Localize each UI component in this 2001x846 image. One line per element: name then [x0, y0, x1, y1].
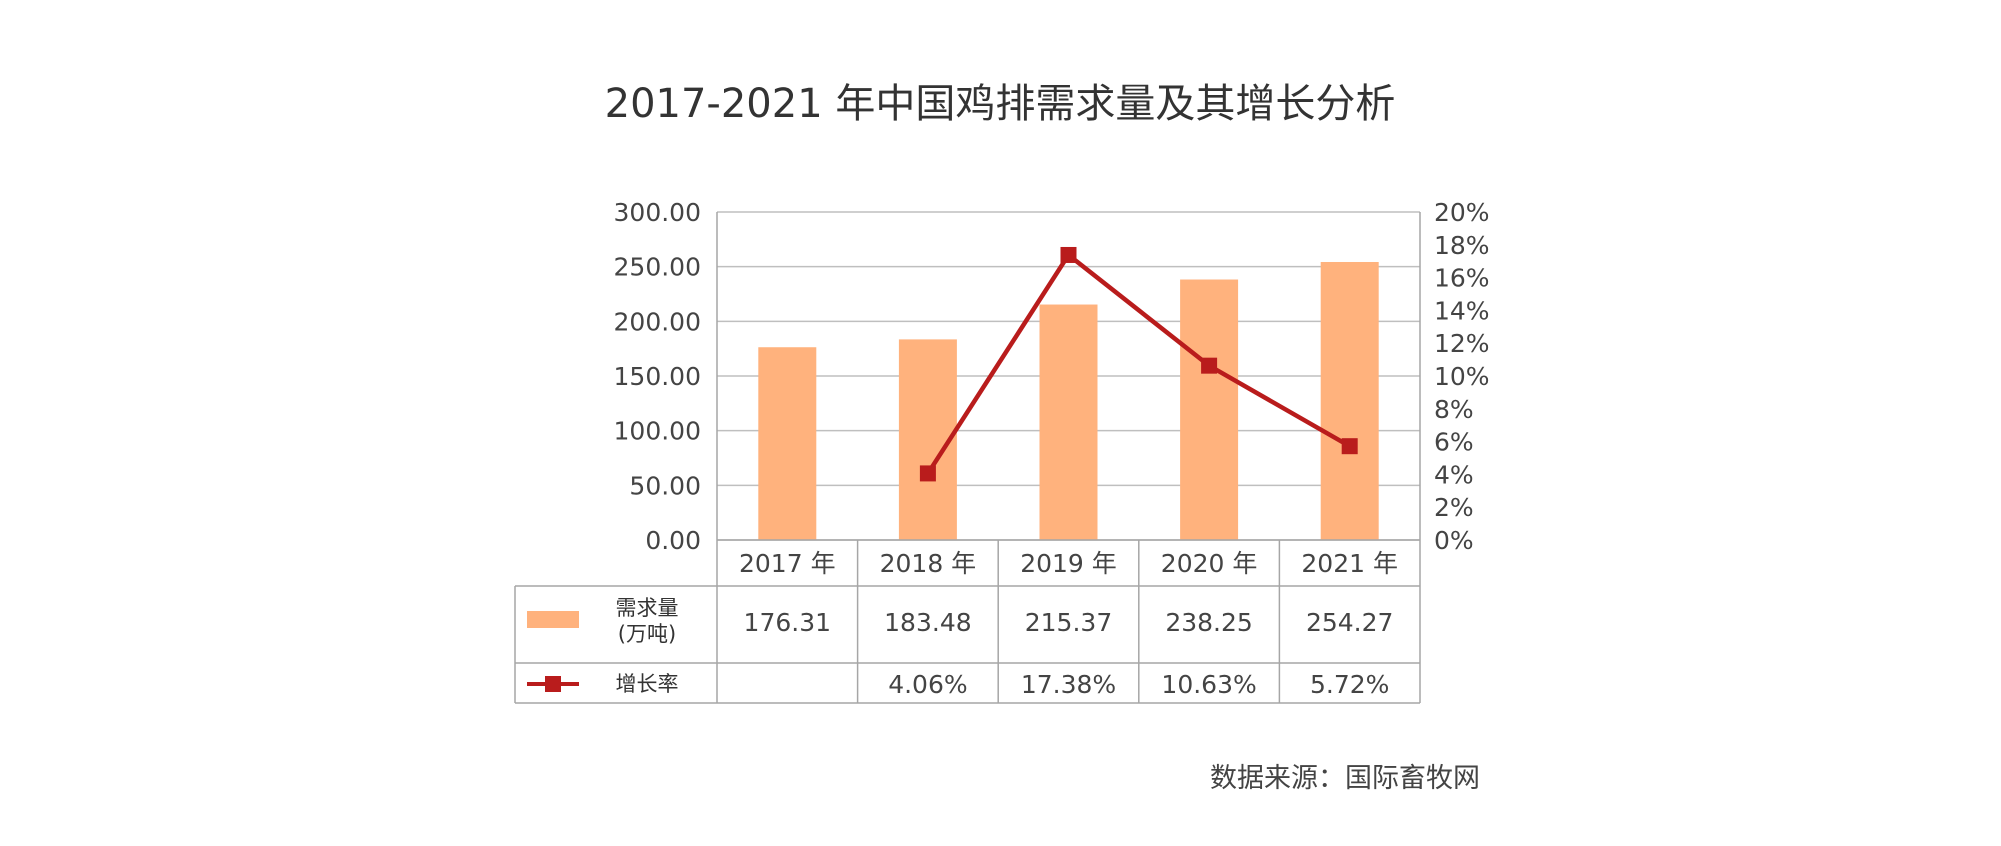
data-label: 17.38% — [1021, 670, 1116, 699]
axes: 0.00 50.00 100.00 150.00 200.00 250.00 300.00 0… — [614, 198, 1490, 555]
data-label: 215.37 — [1025, 608, 1112, 637]
data-label: 254.27 — [1306, 608, 1393, 637]
data-label: 238.25 — [1165, 608, 1252, 637]
y-left-tick-label: 150.00 — [614, 362, 701, 391]
source-note: 数据来源：国际畜牧网 — [1210, 763, 1480, 794]
data-label: 4.06% — [888, 670, 967, 699]
y-left-tick-label: 50.00 — [629, 471, 701, 500]
chart-title: 2017-2021 年中国鸡排需求量及其增长分析 — [605, 81, 1396, 127]
line-marker — [1060, 246, 1077, 263]
y-right-tick-label: 14% — [1434, 296, 1490, 325]
y-left-tick-label: 200.00 — [614, 307, 701, 336]
data-label: 183.48 — [884, 608, 971, 637]
data-label: 10.63% — [1161, 670, 1256, 699]
growth-line — [919, 246, 1358, 482]
legend-swatch-bar — [527, 611, 579, 628]
legend-swatch-marker — [545, 676, 561, 692]
data-label: 176.31 — [744, 608, 831, 637]
y-left-tick-label: 300.00 — [614, 198, 701, 227]
x-tick-label: 2020 年 — [1161, 549, 1258, 578]
y-left-tick-label: 100.00 — [614, 417, 701, 446]
legend-label-bar: 需求量(万吨) — [616, 596, 679, 646]
bars — [758, 261, 1379, 540]
line-marker — [1341, 438, 1358, 455]
y-right-tick-label: 6% — [1434, 428, 1474, 457]
x-tick-label: 2021 年 — [1301, 549, 1398, 578]
series-line — [926, 251, 1351, 475]
line-marker — [919, 465, 936, 482]
y-right-tick-label: 16% — [1434, 264, 1490, 293]
x-tick-label: 2017 年 — [739, 549, 836, 578]
y-right-tick-label: 20% — [1434, 198, 1490, 227]
y-right-tick-label: 18% — [1434, 231, 1490, 260]
bar — [1180, 279, 1239, 540]
x-tick-label: 2018 年 — [880, 549, 977, 578]
y-right-tick-label: 4% — [1434, 460, 1474, 489]
bar — [1320, 261, 1379, 540]
legend-label-line: 增长率 — [616, 672, 679, 696]
y-right-tick-label: 12% — [1434, 329, 1490, 358]
y-right-tick-label: 0% — [1434, 526, 1474, 555]
y-right-tick-label: 10% — [1434, 362, 1490, 391]
y-left-tick-label: 250.00 — [614, 253, 701, 282]
y-right-tick-label: 2% — [1434, 493, 1474, 522]
y-left-tick-label: 0.00 — [645, 526, 701, 555]
x-tick-label: 2019 年 — [1020, 549, 1117, 578]
line-marker — [1201, 357, 1218, 374]
data-label: 5.72% — [1310, 670, 1389, 699]
y-right-tick-label: 8% — [1434, 395, 1474, 424]
bar — [1039, 304, 1098, 540]
bar — [758, 347, 817, 540]
